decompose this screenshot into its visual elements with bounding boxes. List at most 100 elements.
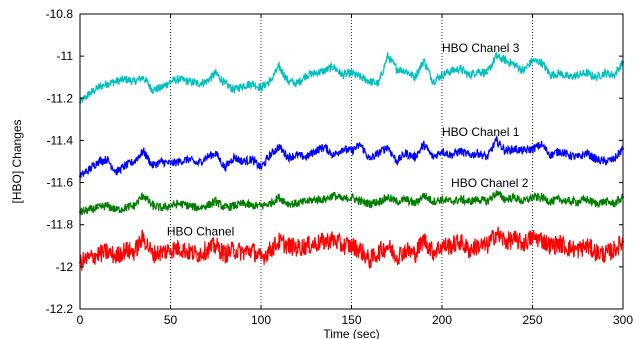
series-label-3: HBO Chanel 2 (451, 176, 529, 190)
x-axis-label: Time (sec) (323, 327, 379, 339)
data-point (603, 72, 606, 74)
data-point (459, 240, 462, 243)
data-point (341, 244, 344, 247)
series-label-1: HBO Chanel 3 (442, 41, 520, 55)
data-point (97, 253, 100, 256)
data-point (169, 80, 172, 83)
data-point (205, 204, 208, 207)
y-tick-label: -10.8 (46, 7, 74, 21)
data-point (314, 198, 317, 201)
data-point (377, 82, 380, 85)
y-tick-label: -11.2 (47, 91, 74, 105)
data-point (115, 255, 118, 258)
data-point (495, 192, 498, 195)
data-point (250, 158, 253, 161)
data-point (368, 158, 371, 161)
data-point (558, 149, 561, 152)
data-point (133, 204, 136, 207)
data-point (196, 253, 199, 256)
data-point (431, 200, 434, 203)
data-point (350, 149, 353, 152)
data-point (115, 208, 118, 211)
data-point (441, 74, 443, 77)
y-tick-label: -11 (57, 49, 74, 63)
data-point (305, 74, 308, 77)
data-point (413, 253, 416, 256)
data-point (296, 246, 299, 249)
data-point (323, 69, 326, 72)
data-point (368, 259, 371, 262)
data-point (205, 156, 208, 159)
data-point (558, 198, 561, 201)
data-point (459, 198, 462, 201)
data-point (269, 202, 272, 205)
data-point (504, 59, 507, 62)
data-point (549, 200, 552, 203)
data-point (576, 156, 579, 159)
data-point (404, 152, 407, 155)
data-point (250, 249, 253, 251)
data-point (115, 171, 118, 174)
data-point (196, 82, 199, 85)
data-point (223, 82, 226, 85)
data-point (106, 82, 109, 85)
data-point (160, 206, 163, 209)
data-point (386, 196, 389, 199)
data-point (350, 196, 353, 199)
data-point (585, 152, 588, 155)
data-point (486, 72, 489, 74)
x-tick-label: 250 (522, 313, 542, 327)
x-tick-label: 150 (341, 313, 361, 327)
data-point (160, 86, 163, 89)
data-point (305, 244, 308, 247)
data-point (486, 244, 489, 247)
series-label-4: HBO Chanel (167, 224, 234, 238)
data-point (323, 198, 326, 201)
data-point (395, 200, 398, 203)
data-point (603, 200, 606, 203)
data-point (359, 143, 362, 146)
data-point (278, 196, 281, 199)
series-line-2 (79, 134, 624, 180)
data-point (395, 255, 398, 258)
data-point (332, 238, 335, 241)
data-point (232, 249, 235, 251)
data-point (106, 158, 109, 161)
data-point (187, 80, 190, 83)
series-labels: HBO Chanel 3 HBO Chanel 1 HBO Chanel 2 HBO … (167, 41, 529, 238)
data-point (341, 147, 344, 150)
data-point (431, 80, 434, 83)
data-point (88, 168, 91, 171)
data-point (241, 84, 244, 87)
x-tick-label: 100 (251, 313, 271, 327)
data-point (450, 244, 453, 247)
data-point (549, 154, 552, 157)
y-tick-label: -12.2 (46, 302, 74, 316)
data-point (124, 78, 127, 81)
data-point (513, 196, 516, 199)
data-point (332, 65, 335, 68)
axis-ticks: 0 50 100 150 200 250 300 -10.8 -11 -11.2 -11.4 -11.… (46, 7, 634, 327)
data-point (477, 198, 480, 201)
data-point (450, 69, 453, 72)
data-point (450, 154, 453, 157)
data-point (187, 158, 190, 161)
data-point (567, 154, 570, 157)
data-point (169, 162, 172, 165)
data-point (585, 72, 588, 74)
data-point (278, 240, 281, 243)
data-point (133, 80, 136, 83)
data-point (431, 156, 434, 159)
data-point (269, 80, 272, 83)
data-point (468, 200, 471, 203)
data-point (232, 156, 235, 159)
data-point (477, 69, 480, 72)
data-point (133, 251, 136, 254)
data-point (504, 198, 507, 201)
data-point (241, 202, 244, 205)
x-tick-label: 50 (164, 313, 178, 327)
data-point (594, 251, 597, 254)
data-point (232, 204, 235, 207)
data-point (178, 202, 181, 205)
